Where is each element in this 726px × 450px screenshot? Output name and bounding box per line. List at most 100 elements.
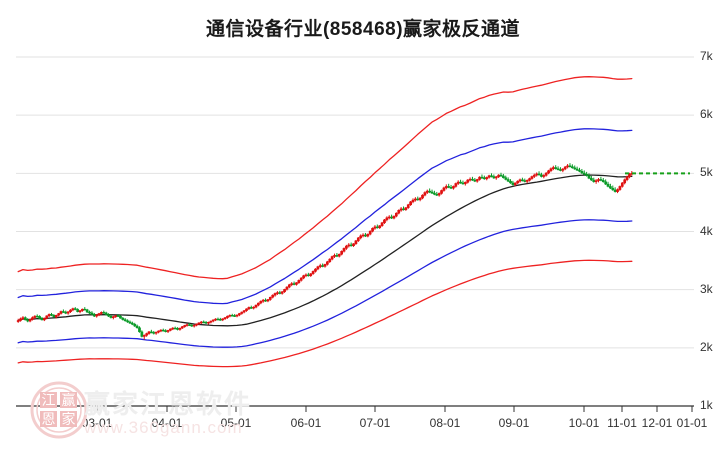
candle-body	[128, 321, 132, 324]
candle-body	[52, 315, 56, 318]
candle-body	[257, 302, 260, 306]
candle-body	[492, 176, 496, 179]
candle-body	[190, 324, 194, 327]
candle-body	[356, 237, 360, 242]
candle-body	[247, 307, 251, 310]
candle-body	[373, 226, 377, 229]
candle-body	[59, 311, 63, 314]
candle-body	[364, 234, 367, 237]
candle-body	[611, 187, 615, 191]
candle-body	[147, 331, 151, 334]
candle-body	[133, 324, 137, 327]
candle-body	[171, 327, 175, 330]
y-axis-label: 4k	[700, 223, 713, 238]
candle-body	[138, 327, 141, 333]
candle-body	[578, 169, 581, 172]
candle-body	[559, 169, 562, 171]
candle-body	[582, 172, 586, 175]
candle-body	[192, 324, 196, 327]
candle-body	[240, 311, 244, 314]
candle-body	[242, 310, 246, 313]
candle-body	[563, 166, 567, 170]
candle-body	[561, 168, 565, 171]
candle-body	[311, 271, 315, 274]
candle-body	[392, 215, 396, 219]
candle-body	[45, 315, 49, 319]
candle-body	[485, 177, 489, 180]
seal-char-1: 赢	[62, 392, 76, 408]
candle-body	[349, 244, 353, 247]
candle-body	[352, 243, 355, 247]
candle-body	[297, 280, 301, 283]
candle-body	[287, 284, 291, 288]
candle-body	[604, 181, 607, 185]
x-axis-label: 10-01	[568, 416, 600, 430]
candle-body	[361, 234, 365, 237]
candle-body	[95, 314, 99, 317]
candle-body	[216, 318, 220, 321]
candle-body	[459, 181, 462, 184]
candle-body	[299, 277, 303, 281]
candle-body	[568, 165, 572, 168]
candle-body	[69, 309, 72, 313]
candle-body	[26, 319, 30, 322]
candlestick-series	[16, 163, 634, 340]
candle-body	[399, 208, 403, 211]
candle-body	[223, 317, 227, 320]
brand-watermark-text: 赢家江恩软件	[84, 389, 253, 419]
candle-body	[123, 319, 127, 322]
candle-body	[323, 264, 327, 267]
candle-body	[73, 308, 77, 310]
candle-body	[173, 327, 177, 330]
candle-body	[47, 314, 51, 317]
candle-body	[518, 179, 522, 182]
candle-body	[211, 319, 215, 322]
candle-body	[554, 167, 558, 169]
candle-body	[226, 315, 229, 318]
seal-char-3: 家	[62, 411, 76, 427]
candle-body	[57, 313, 60, 316]
candle-body	[551, 167, 555, 169]
candle-body	[264, 299, 267, 302]
candle-body	[444, 186, 448, 189]
candle-body	[209, 320, 213, 323]
candle-body	[371, 228, 374, 232]
candle-body	[326, 261, 329, 265]
candle-body	[259, 301, 263, 304]
candle-body	[19, 318, 22, 321]
candle-body	[280, 291, 284, 294]
candle-body	[516, 180, 519, 184]
candle-body	[309, 273, 313, 276]
candle-body	[102, 312, 106, 314]
candle-body	[442, 187, 446, 191]
candle-body	[292, 283, 296, 285]
candle-body	[254, 304, 258, 308]
candle-body	[104, 312, 108, 315]
candle-body	[411, 199, 415, 203]
candle-body	[28, 319, 32, 322]
candle-body	[157, 330, 160, 333]
candle-body	[580, 171, 584, 174]
brand-watermark-url: www.360gann.com	[84, 418, 243, 437]
candle-body	[623, 179, 627, 184]
candle-body	[587, 175, 591, 179]
candle-body	[504, 177, 508, 180]
candle-body	[176, 328, 179, 330]
candle-body	[385, 217, 389, 221]
candle-body	[397, 210, 401, 214]
x-axis-label: 11-01	[607, 416, 637, 430]
candle-body	[114, 315, 118, 317]
candle-body	[235, 314, 239, 317]
candle-body	[430, 191, 434, 194]
candle-body	[502, 175, 505, 178]
candle-body	[340, 251, 343, 255]
channel-outer-upper	[17, 76, 633, 280]
candle-body	[337, 253, 341, 257]
candle-body	[152, 332, 156, 334]
candle-body	[88, 311, 91, 314]
candle-body	[549, 168, 553, 171]
candle-body	[278, 292, 282, 294]
candle-body	[62, 311, 65, 313]
candle-body	[390, 216, 393, 219]
candle-body	[307, 274, 310, 277]
